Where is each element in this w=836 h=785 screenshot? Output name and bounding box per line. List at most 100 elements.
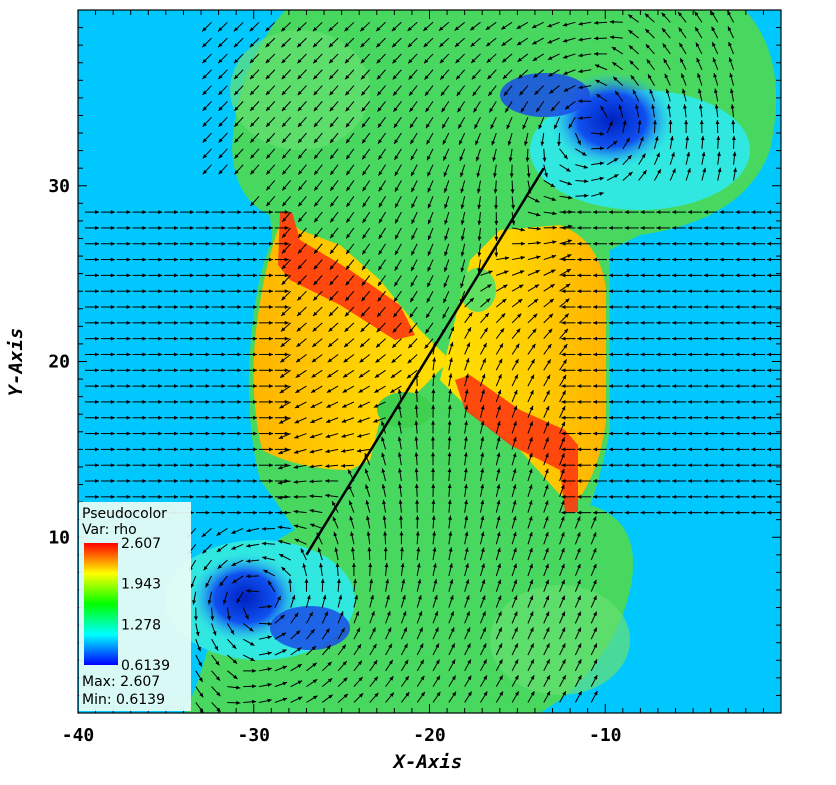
velocity-vector-head — [374, 692, 379, 698]
velocity-vector-head — [221, 447, 226, 452]
velocity-vector-head — [174, 399, 179, 404]
velocity-vector-head — [751, 463, 756, 468]
velocity-vector-head — [593, 336, 598, 341]
velocity-vector-head — [641, 153, 646, 159]
velocity-vector-head — [362, 265, 367, 271]
velocity-vector-head — [409, 123, 414, 128]
velocity-vector-head — [731, 135, 736, 140]
velocity-vector-head — [414, 483, 419, 488]
velocity-vector-head — [502, 58, 507, 63]
velocity-vector-head — [425, 107, 430, 113]
velocity-vector-head — [357, 403, 363, 408]
velocity-vector-head — [532, 57, 538, 61]
velocity-vector-head — [246, 589, 251, 593]
velocity-vector-head — [364, 468, 369, 474]
velocity-vector-head — [218, 138, 223, 143]
velocity-vector-head — [416, 563, 421, 568]
velocity-vector-head — [281, 296, 286, 301]
velocity-vector-head — [393, 91, 398, 96]
velocity-vector-head — [672, 368, 677, 373]
velocity-vector-head — [513, 389, 518, 395]
velocity-vector-head — [751, 257, 756, 262]
velocity-vector-head — [329, 265, 334, 270]
velocity-vector-head — [719, 257, 724, 262]
velocity-vector-head — [441, 107, 446, 113]
velocity-vector-head — [516, 25, 522, 29]
velocity-vector-head — [466, 342, 471, 348]
velocity-vector-head — [536, 212, 541, 217]
velocity-vector-head — [126, 384, 131, 389]
velocity-vector-head — [480, 531, 485, 537]
velocity-vector-head — [426, 298, 431, 303]
velocity-vector-head — [189, 431, 194, 436]
velocity-vector-head — [503, 91, 509, 96]
velocity-vector-head — [250, 106, 255, 111]
velocity-vector-head — [767, 431, 772, 436]
velocity-vector-head — [281, 27, 286, 32]
velocity-vector-head — [497, 611, 502, 616]
velocity-vector-head — [567, 239, 573, 244]
velocity-vector-head — [458, 124, 463, 129]
velocity-vector-head — [477, 220, 482, 226]
velocity-vector-head — [381, 452, 386, 458]
velocity-vector-head — [267, 635, 272, 640]
velocity-vector-head — [482, 611, 486, 616]
velocity-vector-head — [202, 138, 207, 143]
velocity-vector-head — [142, 305, 147, 309]
velocity-vector-head — [189, 273, 194, 278]
velocity-vector-head — [566, 167, 571, 172]
velocity-vector-head — [476, 188, 481, 194]
velocity-vector-head — [389, 676, 394, 681]
velocity-vector-head — [329, 122, 334, 128]
velocity-vector-head — [253, 241, 258, 246]
velocity-vector-head — [719, 494, 724, 499]
velocity-vector-head — [512, 436, 517, 442]
velocity-vector-head — [486, 58, 492, 63]
velocity-vector-head — [216, 547, 222, 552]
velocity-vector-head — [158, 368, 163, 373]
velocity-vector-head — [268, 510, 274, 515]
velocity-vector-head — [561, 320, 566, 325]
velocity-vector-head — [174, 225, 179, 230]
velocity-vector-head — [344, 59, 350, 64]
velocity-vector-head — [460, 267, 465, 273]
velocity-vector-head — [282, 138, 287, 143]
velocity-vector-head — [460, 283, 464, 288]
velocity-vector-head — [295, 630, 301, 635]
velocity-vector-head — [282, 217, 287, 222]
velocity-vector-head — [365, 484, 369, 489]
velocity-vector-head — [370, 594, 374, 600]
velocity-vector-head — [518, 74, 523, 79]
velocity-vector-head — [480, 452, 485, 457]
velocity-vector-head — [640, 431, 645, 436]
velocity-vector-head — [687, 168, 691, 173]
velocity-vector-head — [329, 106, 334, 112]
velocity-vector-head — [735, 510, 740, 515]
velocity-vector-head — [142, 241, 147, 246]
velocity-vector-head — [221, 510, 226, 515]
velocity-vector-head — [393, 312, 398, 318]
velocity-vector-head — [221, 257, 226, 262]
velocity-vector-head — [341, 644, 346, 649]
velocity-vector-head — [382, 499, 386, 505]
velocity-vector-head — [237, 494, 242, 499]
velocity-vector-head — [381, 468, 386, 473]
velocity-vector-head — [126, 447, 131, 452]
velocity-vector-head — [328, 694, 333, 699]
vortex-upper-tail — [500, 73, 590, 117]
velocity-vector-head — [546, 691, 551, 696]
velocity-vector-head — [424, 344, 429, 349]
velocity-vector-head — [470, 26, 475, 31]
velocity-vector-head — [497, 563, 501, 569]
velocity-vector-head — [548, 328, 553, 334]
velocity-vector-head — [158, 210, 163, 215]
velocity-vector-head — [656, 225, 661, 230]
velocity-vector-head — [414, 452, 419, 457]
velocity-vector-head — [592, 563, 597, 569]
velocity-vector-head — [546, 675, 550, 680]
velocity-vector-head — [767, 273, 772, 278]
velocity-vector-head — [142, 415, 147, 420]
velocity-vector-head — [314, 170, 319, 175]
velocity-vector-head — [608, 463, 613, 468]
velocity-vector-head — [362, 234, 367, 239]
